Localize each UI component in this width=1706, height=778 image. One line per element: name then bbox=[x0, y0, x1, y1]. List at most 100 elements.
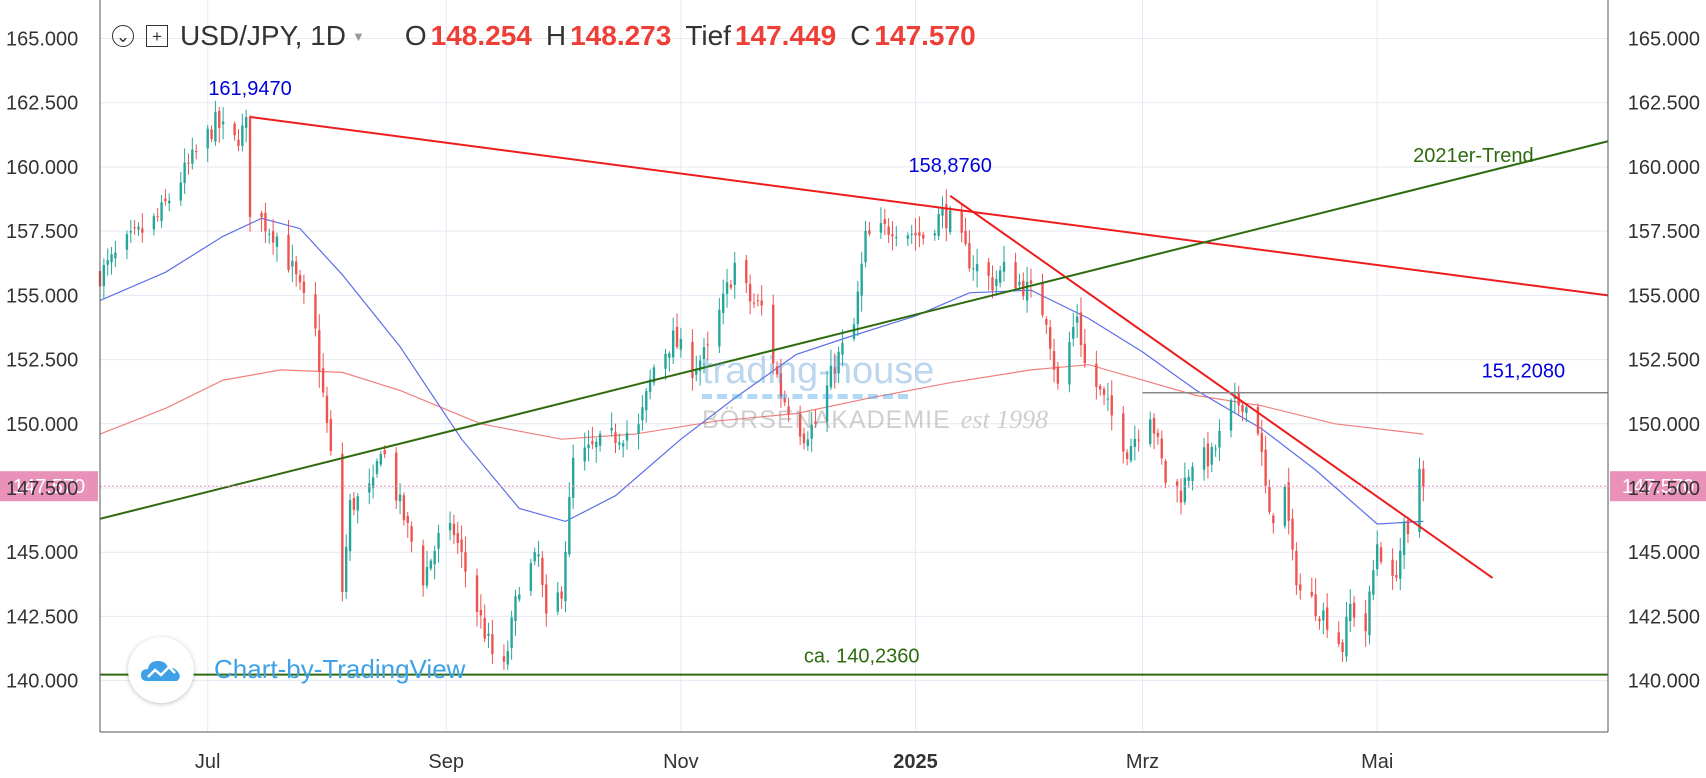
last-price-tag-right bbox=[1610, 471, 1706, 502]
candle-body bbox=[571, 457, 575, 498]
candle-body bbox=[541, 557, 544, 585]
candle-body bbox=[421, 545, 425, 586]
annotation-label: 2021er-Trend bbox=[1413, 145, 1533, 167]
candle-body bbox=[379, 454, 383, 465]
candle-body bbox=[221, 121, 225, 125]
candle-body bbox=[1110, 395, 1113, 416]
y-tick-label-left: 152.500 bbox=[6, 350, 78, 372]
tradingview-logo[interactable] bbox=[128, 637, 194, 703]
candle-body bbox=[879, 223, 883, 233]
candle-body bbox=[1241, 404, 1244, 412]
candlesticks bbox=[98, 100, 1425, 670]
watermark: trading-house BÖRSENAKADEMIE est 1998 bbox=[702, 352, 1048, 435]
candle-body bbox=[756, 300, 760, 302]
candle-body bbox=[218, 110, 221, 128]
candle-body bbox=[910, 234, 913, 236]
annotation-label: 151,2080 bbox=[1482, 361, 1565, 383]
candle-body bbox=[506, 650, 509, 665]
candle-body bbox=[621, 443, 625, 447]
annotations: 161,9470 158,8760 151,2080 2021er-Trend ca. … bbox=[0, 78, 1706, 668]
candle-body bbox=[1149, 419, 1152, 445]
candle-body bbox=[452, 523, 456, 536]
candle-body bbox=[437, 532, 440, 549]
chart-by-tradingview[interactable]: Chart-by-TradingView bbox=[214, 654, 466, 684]
candle-body bbox=[906, 235, 910, 239]
candle-body bbox=[1052, 350, 1056, 370]
candle-body bbox=[933, 233, 936, 236]
candle-body bbox=[248, 117, 252, 217]
candle-body bbox=[352, 498, 356, 510]
candle-body bbox=[518, 594, 521, 600]
candle-body bbox=[856, 291, 860, 325]
watermark-line1: trading-house bbox=[702, 350, 935, 392]
x-tick-label: Nov bbox=[663, 751, 699, 773]
candle-body bbox=[1318, 618, 1321, 622]
y-tick-label-right: 140.000 bbox=[1628, 671, 1700, 693]
candle-body bbox=[725, 282, 729, 294]
candle-body bbox=[348, 500, 352, 552]
candle-body bbox=[410, 526, 413, 542]
candle-body bbox=[810, 424, 813, 439]
candle-body bbox=[722, 293, 725, 314]
candle-body bbox=[918, 232, 921, 236]
y-tick-label-left: 140.000 bbox=[6, 671, 78, 693]
candle-body bbox=[948, 210, 952, 233]
y-tick-label-right: 142.500 bbox=[1628, 606, 1700, 628]
high-value: 148.273 bbox=[570, 20, 672, 51]
y-tick-label-right: 145.000 bbox=[1628, 542, 1700, 564]
y-tick-label-right: 152.500 bbox=[1628, 350, 1700, 372]
candle-body bbox=[1256, 407, 1260, 434]
candle-body bbox=[368, 483, 371, 493]
candle-body bbox=[1310, 591, 1313, 596]
candle-body bbox=[664, 353, 667, 369]
candle-body bbox=[729, 284, 733, 288]
candle-body bbox=[1075, 316, 1079, 323]
candle-body bbox=[1418, 468, 1421, 532]
candle-body bbox=[160, 202, 163, 221]
chevron-down-icon[interactable]: ▼ bbox=[352, 28, 365, 44]
candle-body bbox=[798, 413, 802, 437]
candle-body bbox=[1014, 262, 1017, 289]
candle-body bbox=[156, 216, 159, 218]
candle-body bbox=[1372, 570, 1375, 595]
candle-body bbox=[598, 433, 602, 446]
candle-body bbox=[291, 260, 294, 267]
candle-body bbox=[152, 216, 156, 230]
candle-body bbox=[825, 385, 829, 422]
trend-lines bbox=[99, 115, 1609, 676]
candle-body bbox=[1210, 447, 1213, 465]
x-tick-label: 2025 bbox=[893, 751, 938, 773]
y-tick-label-left: 155.000 bbox=[6, 285, 78, 307]
candle-body bbox=[1133, 439, 1137, 447]
y-tick-label-left: 162.500 bbox=[6, 93, 78, 115]
candle-body bbox=[987, 262, 990, 276]
candle-body bbox=[625, 432, 629, 441]
candle-body bbox=[587, 444, 590, 449]
collapse-icon[interactable]: ⌄ bbox=[112, 25, 134, 47]
candle-body bbox=[891, 234, 894, 237]
candle-body bbox=[648, 379, 652, 392]
candle-body bbox=[456, 533, 459, 543]
last-price-tag-left bbox=[0, 471, 98, 502]
candle-body bbox=[356, 496, 359, 511]
candle-body bbox=[260, 213, 263, 217]
candle-body bbox=[864, 230, 867, 263]
candle-body bbox=[375, 460, 379, 474]
add-symbol-icon[interactable]: + bbox=[146, 25, 168, 47]
candle-body bbox=[960, 210, 963, 233]
candle-body bbox=[325, 395, 329, 424]
candle-body bbox=[668, 353, 671, 358]
candle-body bbox=[491, 634, 494, 655]
candle-body bbox=[998, 270, 1002, 283]
candle-body bbox=[675, 326, 679, 347]
candle-body bbox=[268, 233, 271, 235]
candle-body bbox=[168, 200, 171, 204]
x-tick-label: Jul bbox=[195, 751, 221, 773]
candle-body bbox=[783, 398, 786, 403]
candle-body bbox=[114, 252, 117, 259]
candle-body bbox=[1272, 515, 1275, 524]
candle-body bbox=[752, 302, 756, 304]
symbol-title[interactable]: USD/JPY, 1D bbox=[180, 20, 346, 51]
candle-body bbox=[464, 552, 467, 572]
